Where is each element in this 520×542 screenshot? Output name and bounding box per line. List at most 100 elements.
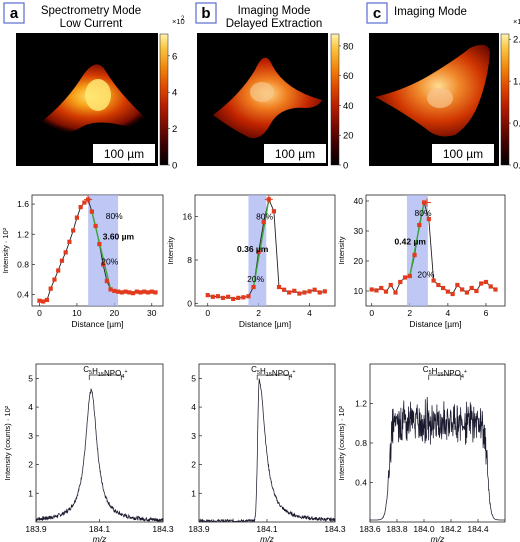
profile-point (56, 268, 61, 273)
profile-point (236, 295, 241, 300)
panel-b-letter-box (195, 2, 217, 24)
profile-point (412, 252, 417, 258)
profile-point (292, 288, 297, 293)
spectrum-peak-label-part: 15 (437, 372, 443, 378)
profile-point (71, 228, 76, 233)
panel-b-header: b Imaging Mode Delayed Extraction (195, 2, 322, 30)
spectrum-peak-label-part: H (92, 367, 98, 376)
profile-point (402, 275, 408, 280)
profile-annotation: 0.42 µm (395, 237, 427, 247)
profile-xtick-label: 0 (369, 308, 374, 318)
spectrum-xlabel: m/z (93, 534, 107, 542)
profile-xtick-label: 2 (256, 308, 261, 318)
profile-point (145, 290, 151, 295)
panel-c-letter: c (373, 5, 381, 22)
spectrum-peak-label-part: NPO (104, 369, 121, 378)
colorbar-tick-label: 2 (172, 124, 177, 135)
profile-point (436, 282, 441, 288)
profile-point (407, 273, 412, 279)
profile-point (379, 285, 384, 291)
colorbar-a (159, 33, 169, 166)
profile-point (312, 287, 317, 292)
profile-point (493, 287, 498, 292)
colorbar-exponent-label: ×10 (513, 17, 520, 26)
image-b-scalebar-label: 100 µm (275, 147, 315, 161)
colorbar-tick-label: 80 (343, 41, 354, 52)
colorbar-tick-label: 60 (343, 71, 354, 82)
image-b-nucleus (250, 82, 274, 102)
spectrum-ytick-label: 4 (191, 402, 196, 412)
spectrum-peak-label-part: 15 (266, 372, 272, 378)
profile-point (374, 288, 379, 293)
profile-xtick-label: 0 (37, 308, 42, 318)
profile-highlight-band (406, 195, 428, 306)
profile-point (455, 282, 460, 288)
profile-ytick-label: 20 (354, 256, 364, 266)
spectrum-peak-label-part: + (464, 369, 467, 375)
image-b-scalebar-box (264, 144, 326, 163)
profile-point (138, 290, 143, 295)
profile-point (479, 281, 484, 286)
colorbar-exponent-label: ×10 (172, 17, 185, 26)
profile-point (474, 288, 479, 294)
spectrum-xtick-label: 184.3 (324, 524, 346, 534)
profile-point (393, 290, 398, 295)
colorbar-tick-label: 0.8 (513, 119, 520, 130)
image-c-scalebar-box (432, 144, 494, 163)
profile-point (44, 297, 50, 303)
spectrum-ytick-label: 5 (28, 373, 33, 383)
profile-point (41, 299, 46, 304)
panel-b-title-line1: Imaging Mode (238, 5, 311, 17)
profile-point (383, 289, 389, 294)
profile-point (302, 290, 307, 295)
profile-ytick-label: 0.8 (17, 259, 29, 269)
profile-point (112, 288, 117, 293)
panel-a-header: a Spectrometry Mode Low Current (3, 2, 141, 30)
profile-point (256, 249, 261, 254)
profile-point (322, 289, 327, 294)
profile-point (37, 298, 42, 303)
colorbar-exponent-power: 2 (181, 16, 185, 22)
spectrum-xtick-label: 184.1 (89, 524, 111, 534)
spectrum-ytick-label: 0.4 (355, 478, 367, 488)
profile-ytick-label: 1.2 (17, 229, 29, 239)
profile-point (225, 294, 231, 299)
panel-a-title-line1: Spectrometry Mode (41, 5, 141, 17)
profile-point (52, 277, 57, 282)
colorbar-tick-label: 40 (343, 101, 354, 112)
colorbar-c (500, 33, 510, 166)
profile-annotation: 20% (101, 256, 118, 266)
profile-point (101, 262, 106, 267)
profile-ylabel: Intensity (337, 236, 346, 264)
profile-annotation: 80% (256, 211, 273, 221)
profile-point (398, 279, 403, 285)
profile-ytick-label: 8 (187, 255, 192, 265)
profile-ytick-label: 0 (187, 298, 192, 308)
spectrum-frame (198, 363, 336, 523)
profile-point (134, 289, 139, 294)
profile-xtick-label: 4 (446, 308, 451, 318)
spectrum-peak-label-part: 4 (121, 374, 124, 380)
profile-xtick-label: 0 (205, 308, 210, 318)
spectrum-peak-label-part: NPO (272, 369, 289, 378)
spectrum-line (198, 377, 336, 523)
profile-point (48, 286, 53, 291)
spectrum-frame (35, 363, 164, 523)
panel-a-letter-box (3, 2, 25, 24)
profile-annotation: 80% (415, 208, 432, 218)
profile-xtick-label: 4 (307, 308, 312, 318)
profile-point (369, 287, 374, 292)
profile-point (464, 290, 470, 295)
image-a-scalebar-label: 100 µm (104, 147, 144, 161)
profile-point (445, 289, 450, 294)
spectrum-peak-label-part: 5 (429, 370, 432, 376)
profile-point (153, 290, 158, 295)
profile-ytick-label: 30 (354, 226, 364, 236)
spectrum-ytick-label: 3 (191, 431, 196, 441)
spectrum-ytick-label: 0.8 (355, 438, 367, 448)
profile-point (89, 209, 94, 214)
image-panel-c: 100 µm (369, 33, 499, 166)
spectrum-xtick-label: 183.9 (188, 524, 210, 534)
spectrum-peak-label-part: 5 (257, 370, 260, 376)
